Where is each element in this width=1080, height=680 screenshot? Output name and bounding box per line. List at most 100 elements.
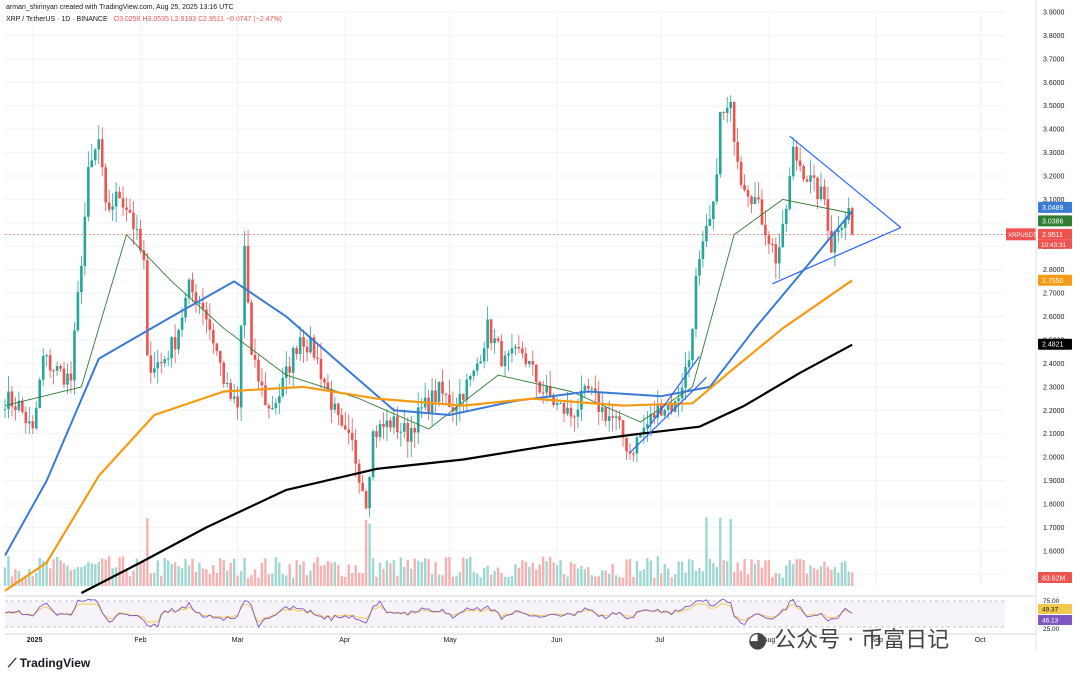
volume-bar	[208, 573, 212, 586]
volume-bar	[239, 571, 243, 586]
candle-body	[628, 451, 632, 454]
volume-bar	[55, 556, 59, 586]
volume-bar	[180, 568, 184, 586]
volume-bar	[493, 570, 496, 586]
volume-bar	[496, 567, 500, 586]
candle-body	[21, 400, 24, 412]
candle-body	[396, 416, 399, 433]
volume-bar	[14, 568, 17, 586]
volume-bar	[302, 561, 305, 586]
y-tick-label: 3.8000	[1043, 33, 1065, 40]
rsi-level-label: 25.00	[1043, 626, 1060, 633]
candle-body	[166, 358, 170, 360]
candle-body	[326, 382, 330, 390]
volume-bar	[816, 569, 819, 586]
candle-body	[718, 111, 722, 175]
volume-bar	[375, 576, 378, 586]
volume-bar	[319, 565, 323, 586]
logo-text: TradingView	[19, 656, 91, 670]
candle-body	[850, 208, 854, 235]
candle-body	[343, 425, 347, 430]
volume-bar	[410, 568, 413, 586]
candle-body	[139, 228, 142, 251]
volume-bar	[677, 561, 680, 586]
candle-body	[403, 423, 406, 432]
y-tick-label: 2.3000	[1043, 384, 1065, 391]
volume-bar	[576, 568, 580, 586]
volume-bar	[632, 577, 635, 586]
candle-body	[489, 319, 493, 344]
candle-body	[468, 375, 472, 380]
rsi-ma-badge	[1038, 604, 1072, 614]
volume-bar	[3, 567, 7, 586]
volume-bar	[837, 572, 840, 586]
candle-body	[201, 302, 205, 310]
volume-badge	[1038, 572, 1072, 583]
y-tick-label: 2.2000	[1043, 408, 1065, 415]
volume-bar	[604, 570, 607, 586]
volume-bar	[236, 575, 239, 586]
candle-body	[830, 230, 833, 253]
tradingview-logo[interactable]: ⟋ TradingView	[8, 656, 91, 670]
volume-bar	[739, 570, 743, 586]
volume-bar	[614, 575, 618, 586]
candle-body	[3, 409, 7, 411]
volume-bar	[639, 570, 642, 586]
candle-body	[621, 420, 625, 438]
volume-bar	[708, 558, 712, 586]
volume-bar	[448, 556, 451, 586]
volume-bar	[166, 560, 170, 586]
candle-body	[28, 421, 31, 424]
candle-body	[135, 228, 139, 230]
candle-body	[187, 279, 191, 298]
candle-body	[45, 355, 48, 357]
candle-body	[750, 196, 753, 204]
volume-bar	[118, 556, 121, 586]
candle-body	[107, 202, 111, 210]
volume-bar	[378, 562, 382, 586]
volume-badge-value: 83.62M	[1042, 576, 1066, 583]
y-tick-label: 1.7000	[1043, 525, 1065, 532]
candle-body	[41, 355, 45, 380]
candle-body	[208, 319, 212, 330]
candle-body	[153, 368, 156, 373]
rsi-line	[4, 598, 853, 628]
rsi-badge	[1038, 615, 1072, 625]
volume-bar	[809, 565, 812, 586]
volume-bar	[323, 565, 326, 586]
candle-body	[93, 149, 97, 161]
volume-bar	[305, 575, 309, 586]
volume-bar	[660, 573, 663, 586]
candle-body	[580, 390, 583, 410]
candle-body	[538, 381, 542, 393]
y-tick-label: 3.7000	[1043, 56, 1065, 63]
volume-bar	[719, 517, 722, 586]
candle-body	[83, 216, 87, 266]
y-tick-label: 2.4000	[1043, 361, 1065, 368]
candle-body	[528, 360, 531, 365]
candle-body	[38, 379, 42, 408]
candle-body	[437, 381, 441, 402]
volume-bar	[41, 560, 45, 586]
candle-body	[430, 390, 434, 413]
candle-body	[736, 142, 739, 162]
candle-body	[767, 235, 771, 244]
candle-body	[170, 337, 173, 359]
x-tick-label: Sep	[871, 637, 884, 644]
candle-body	[455, 406, 458, 412]
volume-bar	[500, 573, 503, 586]
candle-body	[212, 329, 215, 344]
volume-bar	[35, 572, 38, 586]
candle-body	[639, 434, 642, 438]
volume-bar	[844, 561, 847, 586]
volume-bar	[618, 576, 621, 586]
volume-bar	[364, 519, 368, 586]
volume-bar	[344, 577, 347, 586]
volume-bar	[274, 557, 278, 586]
ma-line-sma-200	[80, 343, 853, 594]
volume-bar	[646, 558, 649, 586]
volume-bar	[715, 567, 719, 586]
volume-bar	[764, 560, 767, 586]
